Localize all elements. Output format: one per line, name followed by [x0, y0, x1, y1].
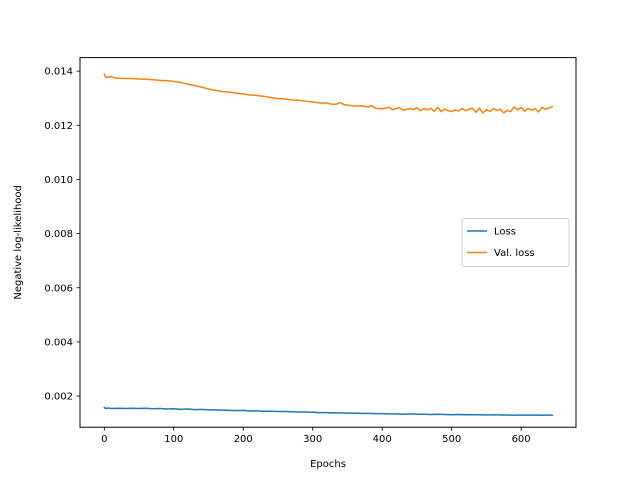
- y-tick-label: 0.002: [44, 392, 73, 403]
- legend-label-1: Loss: [494, 227, 516, 238]
- x-tick-label: 400: [373, 434, 392, 445]
- axes-frame: [79, 57, 577, 428]
- y-axis-label: Negative log-likelihood: [13, 185, 24, 300]
- x-tick-label: 300: [303, 434, 322, 445]
- legend-label-2: Val. loss: [494, 248, 535, 259]
- series-line-2: [103, 73, 554, 114]
- x-axis-label: Epochs: [310, 459, 346, 470]
- x-tick-label: 200: [234, 434, 253, 445]
- y-tick-label: 0.008: [44, 229, 73, 240]
- y-axis: 0.002 0.004 0.006 0.008 0.010 0.012 0.014: [44, 67, 80, 403]
- plot-area: [103, 73, 554, 417]
- y-tick-label: 0.004: [44, 338, 73, 349]
- x-tick-label: 500: [442, 434, 461, 445]
- x-axis: 0 100 200 300 400 500 600: [101, 427, 531, 445]
- y-tick-label: 0.010: [44, 175, 73, 186]
- series-line-1: [103, 406, 554, 417]
- y-tick-label: 0.014: [44, 67, 73, 78]
- x-tick-label: 0: [101, 434, 107, 445]
- legend: Loss Val. loss: [461, 218, 570, 267]
- x-tick-label: 600: [512, 434, 531, 445]
- y-tick-label: 0.006: [44, 283, 73, 294]
- legend-box: [461, 218, 570, 267]
- y-tick-label: 0.012: [44, 121, 73, 132]
- x-tick-label: 100: [164, 434, 183, 445]
